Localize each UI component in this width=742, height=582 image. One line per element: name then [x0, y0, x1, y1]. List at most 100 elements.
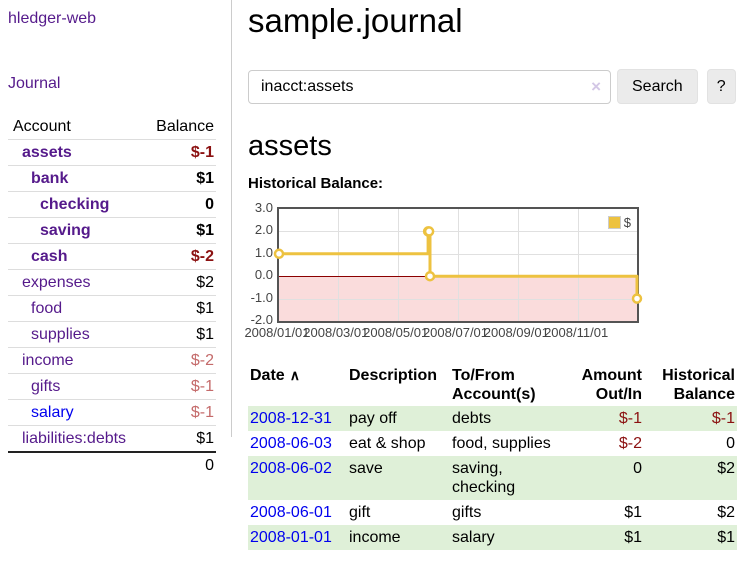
account-heading: assets: [248, 130, 332, 162]
column-header-description[interactable]: Description: [349, 367, 438, 384]
date-link[interactable]: 2008-06-03: [250, 435, 332, 452]
account-link[interactable]: supplies: [31, 326, 90, 343]
account-column-header: Account: [8, 114, 144, 140]
account-link[interactable]: income: [22, 352, 74, 369]
sort-ascending-icon: ∧: [289, 367, 300, 383]
x-axis-label: 2008/11/01: [544, 325, 609, 340]
date-link[interactable]: 2008-06-02: [250, 460, 332, 477]
account-balance-cell: $1: [143, 217, 216, 244]
account-link[interactable]: food: [31, 300, 63, 317]
search-input[interactable]: [248, 69, 611, 104]
account-link[interactable]: gifts: [31, 378, 61, 395]
date-cell: 2008-06-01: [248, 500, 347, 525]
account-row: saving $1: [8, 217, 216, 244]
description-cell: gift: [349, 504, 371, 521]
y-axis-label: -2.0: [250, 312, 273, 327]
search-button[interactable]: Search: [617, 69, 698, 104]
account-balance-cell: $-1: [143, 399, 216, 426]
account-balance-cell: $-1: [143, 373, 216, 400]
account-row: liabilities:debts $1: [8, 425, 216, 453]
x-gridline: [337, 209, 339, 321]
account-balance-cell: $1: [143, 165, 216, 192]
y-axis-label: 0.0: [254, 267, 273, 283]
account-balance-cell: $1: [143, 295, 216, 322]
description-cell: pay off: [349, 410, 397, 427]
data-point-marker[interactable]: [423, 226, 435, 237]
help-button[interactable]: ?: [706, 69, 736, 104]
balance-cell: 0: [726, 435, 735, 452]
amount-cell: 0: [633, 460, 642, 477]
account-link[interactable]: liabilities:debts: [22, 430, 127, 447]
account-balance-cell: $-2: [143, 347, 216, 374]
accounts-cell: debts: [452, 410, 492, 427]
account-row: food $1: [8, 295, 216, 322]
account-link[interactable]: assets: [22, 144, 72, 161]
legend-label: $: [623, 215, 631, 230]
brand-link[interactable]: hledger-web: [8, 10, 97, 27]
accounts-cell: saving, checking: [452, 460, 516, 496]
account-balance-cell: $1: [143, 425, 216, 453]
account-link[interactable]: salary: [31, 404, 74, 421]
register-row: 2008-06-03 eat & shop food, supplies $-2 0: [248, 431, 737, 456]
total-row: 0: [8, 451, 216, 478]
account-name-cell: bank: [8, 165, 144, 192]
y-axis-label: 2.0: [254, 222, 273, 238]
register-row: 2008-12-31 pay off debts $-1 $-1: [248, 406, 737, 431]
plot-area[interactable]: $: [273, 207, 643, 323]
x-gridline: [518, 209, 520, 321]
chart-title: Historical Balance:: [248, 175, 384, 192]
column-header-amount-out-in[interactable]: Amount Out/In: [581, 367, 642, 403]
data-point-marker[interactable]: [273, 248, 285, 260]
account-row: income $-2: [8, 347, 216, 374]
column-header-to-from-account-s-[interactable]: To/From Account(s): [452, 367, 536, 403]
data-point-marker[interactable]: [631, 293, 643, 304]
account-name-cell: supplies: [8, 321, 144, 348]
account-tree-body: assets $-1 bank $1 checking 0 saving $1 cash $-2 e…: [8, 139, 216, 453]
account-link[interactable]: checking: [40, 196, 110, 213]
description-cell: eat & shop: [349, 435, 426, 452]
series-line: [273, 226, 643, 304]
main-content: sample.journal × Search ? assets Histori…: [244, 0, 742, 550]
column-header-historical-balance[interactable]: Historical Balance: [662, 367, 735, 403]
date-link[interactable]: 2008-12-31: [250, 410, 332, 427]
amount-cell: $1: [624, 529, 642, 546]
balance-column-header: Balance: [143, 114, 216, 140]
date-cell: 2008-06-02: [248, 456, 347, 500]
clear-search-icon[interactable]: ×: [591, 76, 601, 96]
register-body: 2008-12-31 pay off debts $-1 $-1 2008-06-03 ea…: [248, 406, 737, 550]
date-link[interactable]: 2008-06-01: [250, 504, 332, 521]
account-name-cell: salary: [8, 399, 144, 426]
column-header-date[interactable]: Date ∧: [250, 367, 300, 384]
data-point-marker[interactable]: [424, 270, 436, 282]
account-row: expenses $2: [8, 269, 216, 296]
account-name-cell: saving: [8, 217, 144, 244]
account-balance-cell: $2: [143, 269, 216, 296]
account-balance-cell: $-2: [143, 243, 216, 270]
account-name-cell: food: [8, 295, 144, 322]
account-link[interactable]: bank: [31, 170, 69, 187]
balance-chart: $ 3.0 2.0 1.0 0.0 -1.0 -2.0 2008/01/01 2008/03/…: [244, 193, 742, 340]
sidebar: hledger-web Journal Account Balance asse…: [0, 0, 232, 478]
account-link[interactable]: cash: [31, 248, 68, 265]
description-cell: save: [349, 460, 383, 477]
amount-cell: $-1: [618, 410, 642, 427]
account-row: supplies $1: [8, 321, 216, 348]
balance-cell: $1: [717, 529, 735, 546]
account-link[interactable]: expenses: [22, 274, 91, 291]
account-row: assets $-1: [8, 139, 216, 166]
account-tree-table: Account Balance assets $-1 bank $1 checking 0…: [8, 114, 216, 478]
x-axis-label: 2008/03/01: [303, 325, 369, 340]
account-name-cell: assets: [8, 139, 144, 166]
account-balance-cell: 0: [143, 191, 216, 218]
legend-swatch: [607, 216, 621, 229]
journal-nav-link[interactable]: Journal: [8, 75, 61, 92]
total-row-spacer: [8, 451, 144, 478]
account-name-cell: checking: [8, 191, 144, 218]
register-row: 2008-01-01 income salary $1 $1: [248, 525, 737, 550]
date-link[interactable]: 2008-01-01: [250, 529, 332, 546]
date-cell: 2008-12-31: [248, 406, 347, 431]
balance-cell: $-1: [711, 410, 735, 427]
account-link[interactable]: saving: [40, 222, 91, 239]
register-row: 2008-06-02 save saving, checking 0 $2: [248, 456, 737, 500]
x-axis-label: 2008/07/01: [422, 325, 489, 340]
